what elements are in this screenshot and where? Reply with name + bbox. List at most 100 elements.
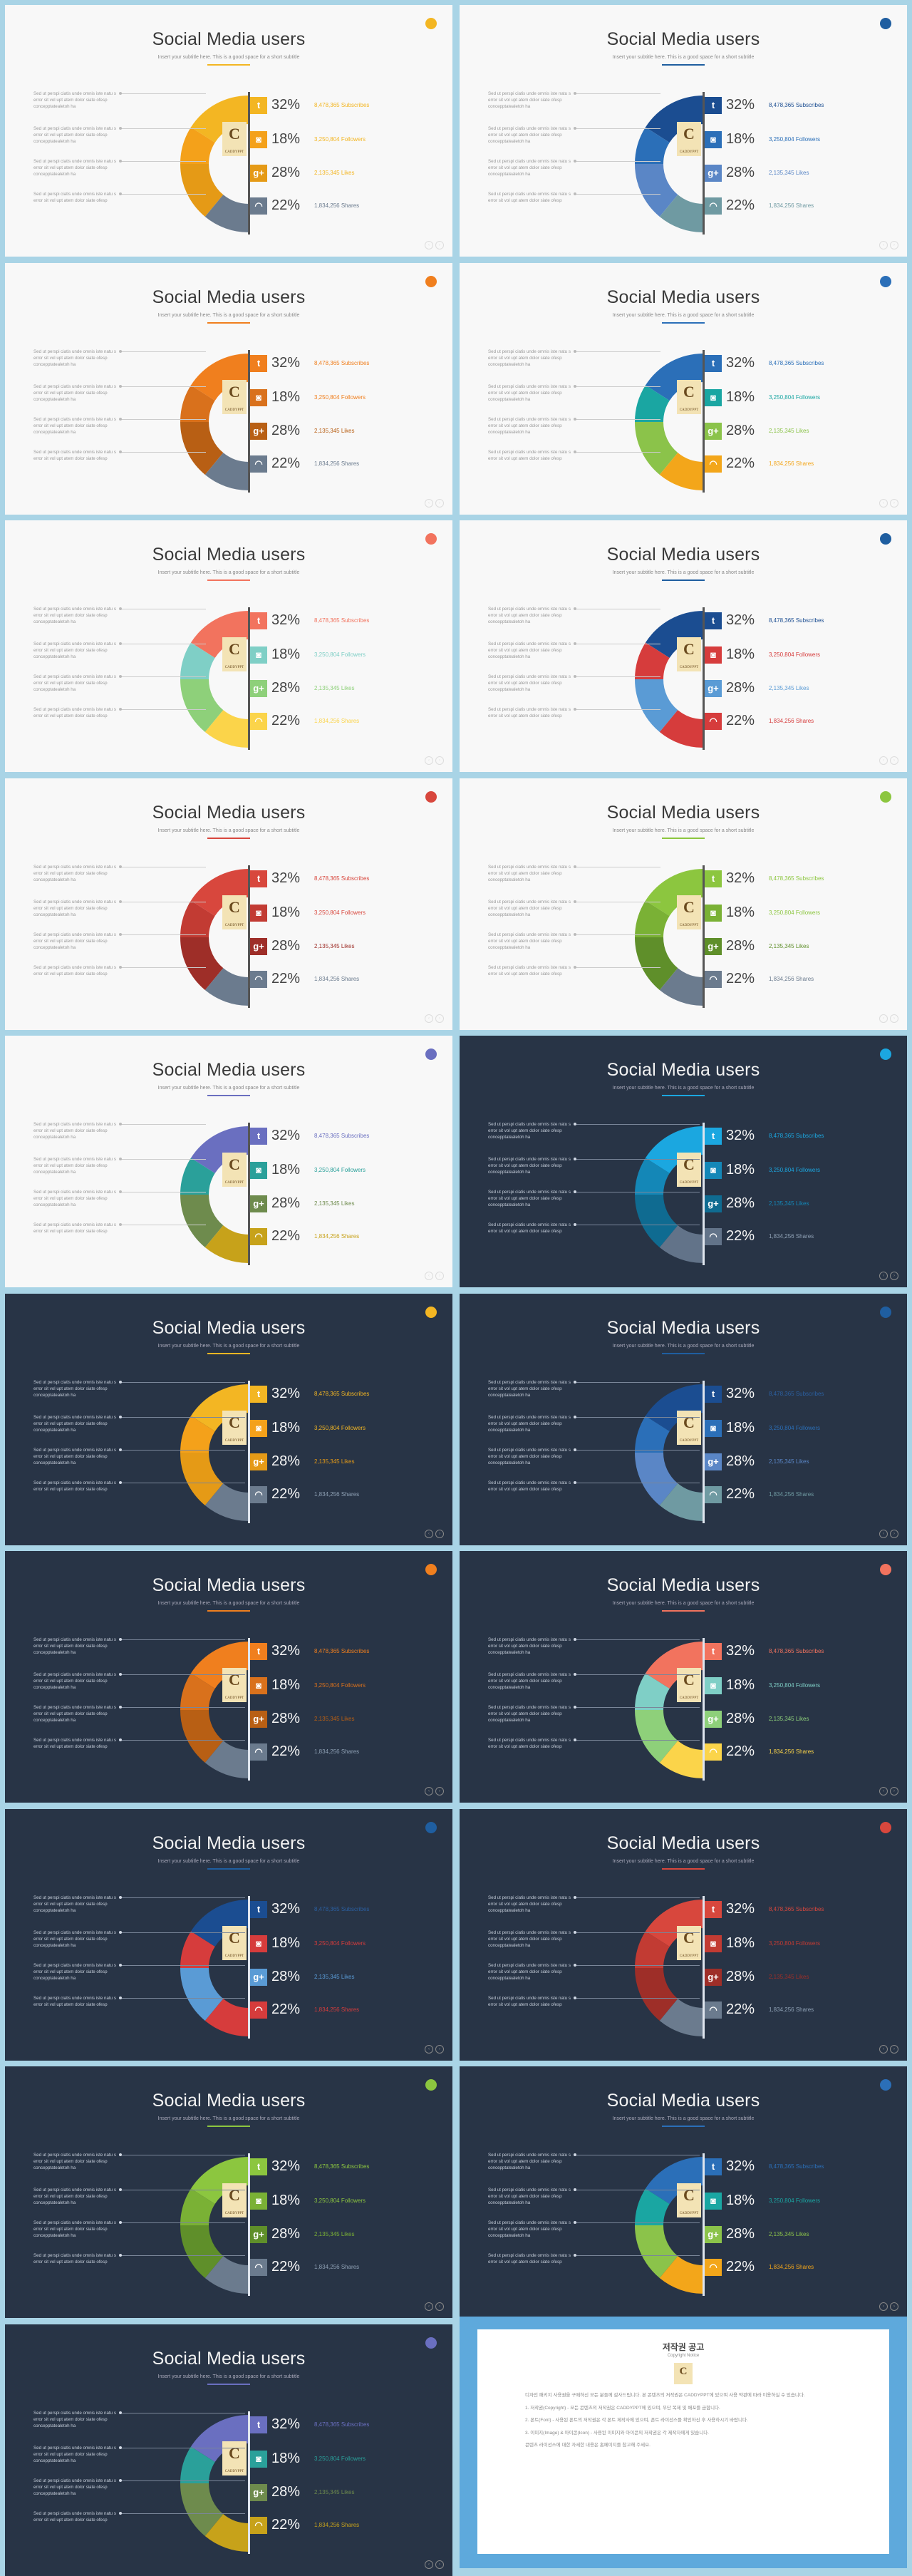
leader-dot [574, 1706, 576, 1709]
description-text: Sed ut perspi ciatis unde omnis iste nat… [488, 1995, 571, 2007]
next-icon[interactable]: › [890, 1014, 898, 1023]
description-text: Sed ut perspi ciatis unde omnis iste nat… [488, 1672, 571, 1690]
next-icon[interactable]: › [890, 241, 898, 249]
stat-value: 3,250,804 Followers [769, 1682, 821, 1689]
instagram-icon: ◙ [705, 1677, 722, 1694]
prev-icon[interactable]: ‹ [425, 1272, 433, 1280]
notice-logo: C [674, 2363, 693, 2384]
donut-segment [180, 900, 215, 937]
divider-line [703, 2153, 705, 2296]
prev-icon[interactable]: ‹ [425, 2560, 433, 2569]
percentage: 18% [726, 131, 755, 147]
next-icon[interactable]: › [435, 498, 444, 508]
slide-thumbnail-6[interactable]: Social Media users Insert your subtitle … [460, 520, 907, 772]
description-text: Sed ut perspi ciatis unde omnis iste nat… [33, 159, 116, 177]
next-icon[interactable]: › [890, 756, 898, 765]
prev-icon[interactable]: ‹ [879, 756, 888, 765]
slide-thumbnail-13[interactable]: Social Media users Insert your subtitle … [5, 1551, 452, 1803]
slide-subtitle: Insert your subtitle here. This is a goo… [612, 2116, 755, 2121]
donut-segment [204, 2256, 249, 2294]
slide-thumbnail-16[interactable]: Social Media users Insert your subtitle … [460, 1808, 907, 2061]
slide-subtitle: Insert your subtitle here. This is a goo… [157, 1086, 300, 1091]
stat-value: 1,834,256 Shares [769, 718, 814, 724]
prev-icon[interactable]: ‹ [879, 241, 888, 249]
next-icon[interactable]: › [435, 1272, 444, 1280]
slide-thumbnail-14[interactable]: Social Media users Insert your subtitle … [460, 1551, 907, 1803]
next-icon[interactable]: › [435, 2302, 444, 2311]
prev-icon[interactable]: ‹ [879, 498, 888, 508]
logo-caption: CADDYPPT [224, 408, 244, 412]
prev-icon[interactable]: ‹ [425, 2302, 433, 2311]
next-icon[interactable]: › [890, 1529, 898, 1538]
slide-thumbnail-3[interactable]: Social Media users Insert your subtitle … [5, 262, 452, 515]
slide-thumbnail-7[interactable]: Social Media users Insert your subtitle … [5, 778, 452, 1030]
next-icon[interactable]: › [890, 1272, 898, 1280]
leader-line [120, 1740, 245, 1741]
prev-icon[interactable]: ‹ [879, 1014, 888, 1023]
prev-icon[interactable]: ‹ [879, 1787, 888, 1796]
slide-thumbnail-17[interactable]: Social Media users Insert your subtitle … [5, 2066, 452, 2318]
slide-thumbnail-1[interactable]: Social Media users Insert your subtitle … [5, 5, 452, 257]
prev-icon[interactable]: ‹ [425, 1529, 433, 1538]
leader-line [575, 1707, 700, 1708]
logo-letter: C [229, 1928, 240, 1947]
next-icon[interactable]: › [435, 1529, 444, 1538]
copyright-notice-slide[interactable]: 저작권 공고 Copyright Notice C 디자인 패키지 사용권을 구… [460, 2317, 907, 2568]
percentage: 22% [726, 713, 755, 728]
next-icon[interactable]: › [890, 1787, 898, 1796]
next-icon[interactable]: › [890, 2044, 898, 2054]
percentage: 18% [271, 1677, 301, 1693]
description-text: Sed ut perspi ciatis unde omnis iste nat… [33, 349, 116, 367]
prev-icon[interactable]: ‹ [879, 2044, 888, 2054]
leader-dot [574, 1190, 576, 1193]
description-text: Sed ut perspi ciatis unde omnis iste nat… [488, 159, 571, 177]
prev-icon[interactable]: ‹ [425, 241, 433, 249]
slide-thumbnail-11[interactable]: Social Media users Insert your subtitle … [5, 1293, 452, 1545]
prev-icon[interactable]: ‹ [425, 498, 433, 508]
slide-thumbnail-9[interactable]: Social Media users Insert your subtitle … [5, 1036, 452, 1287]
next-icon[interactable]: › [435, 1014, 444, 1023]
slide-thumbnail-4[interactable]: Social Media users Insert your subtitle … [460, 262, 907, 515]
next-icon[interactable]: › [435, 756, 444, 765]
prev-icon[interactable]: ‹ [425, 2044, 433, 2054]
next-icon[interactable]: › [435, 2560, 444, 2569]
leader-dot [574, 2254, 576, 2257]
divider-line [248, 2411, 250, 2554]
google-plus-icon: g+ [250, 2483, 267, 2501]
twitter-icon: t [250, 1385, 267, 1403]
slide-thumbnail-15[interactable]: Social Media users Insert your subtitle … [5, 1808, 452, 2061]
stat-value: 1,834,256 Shares [769, 2006, 814, 2013]
next-icon[interactable]: › [435, 2044, 444, 2054]
prev-icon[interactable]: ‹ [879, 2302, 888, 2311]
divider-line [703, 349, 705, 493]
title-underline [207, 1867, 250, 1870]
slide-thumbnail-19[interactable]: Social Media users Insert your subtitle … [5, 2324, 452, 2576]
next-icon[interactable]: › [890, 498, 898, 508]
percentage: 18% [271, 1162, 301, 1178]
leader-line [575, 709, 660, 710]
prev-icon[interactable]: ‹ [425, 1787, 433, 1796]
next-icon[interactable]: › [890, 2302, 898, 2311]
next-icon[interactable]: › [435, 1787, 444, 1796]
slide-thumbnail-12[interactable]: Social Media users Insert your subtitle … [460, 1293, 907, 1545]
slide-thumbnail-10[interactable]: Social Media users Insert your subtitle … [460, 1036, 907, 1287]
prev-icon[interactable]: ‹ [879, 1529, 888, 1538]
description-text: Sed ut perspi ciatis unde omnis iste nat… [33, 864, 116, 882]
stat-value: 3,250,804 Followers [314, 651, 366, 658]
leader-line [575, 676, 660, 677]
prev-icon[interactable]: ‹ [425, 756, 433, 765]
slide-thumbnail-2[interactable]: Social Media users Insert your subtitle … [460, 5, 907, 257]
slide-thumbnail-8[interactable]: Social Media users Insert your subtitle … [460, 778, 907, 1030]
prev-icon[interactable]: ‹ [425, 1014, 433, 1023]
leader-line [575, 1159, 700, 1160]
prev-icon[interactable]: ‹ [879, 1272, 888, 1280]
slide-thumbnail-5[interactable]: Social Media users Insert your subtitle … [5, 520, 452, 772]
leader-dot [119, 1895, 122, 1899]
instagram-icon: ◙ [250, 131, 267, 148]
leader-dot [574, 1638, 576, 1641]
next-icon[interactable]: › [435, 241, 444, 249]
leader-dot [119, 1996, 122, 1999]
slide-nav: ‹ › [879, 498, 898, 508]
twitter-icon: t [705, 612, 722, 629]
slide-thumbnail-18[interactable]: Social Media users Insert your subtitle … [460, 2066, 907, 2318]
